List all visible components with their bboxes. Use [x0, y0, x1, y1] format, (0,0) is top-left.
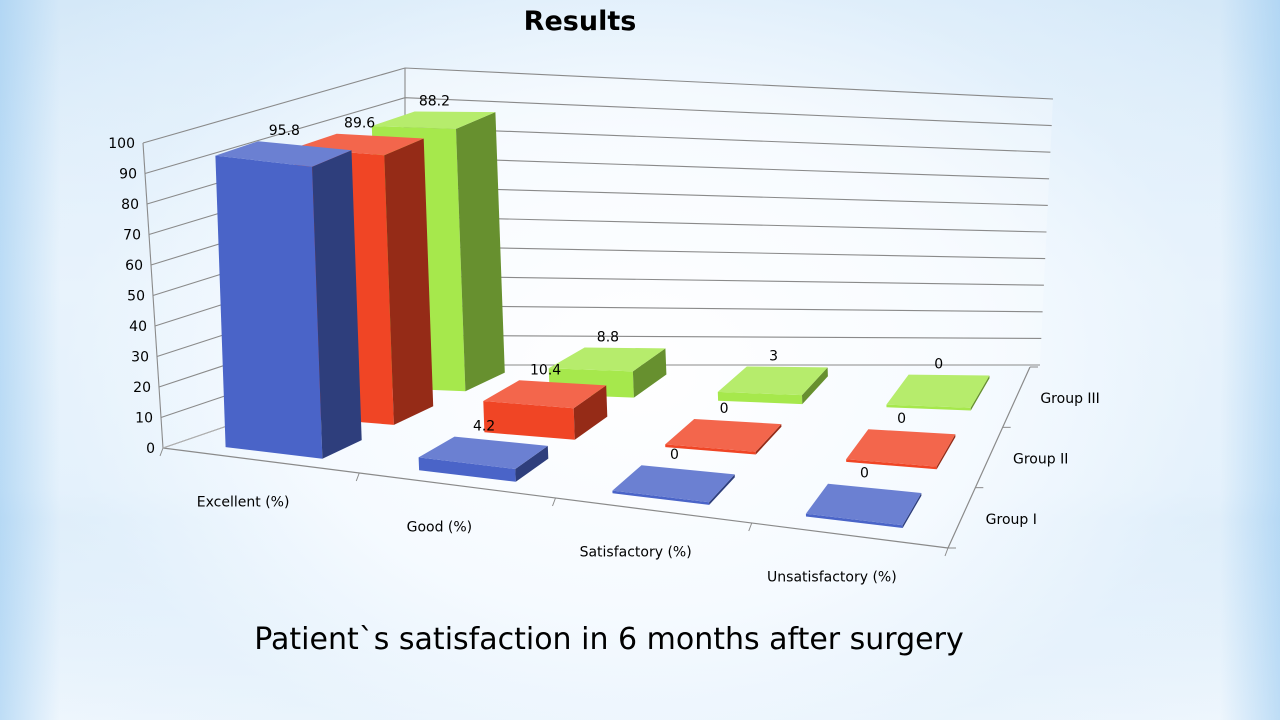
bar-group-i	[805, 483, 922, 528]
data-label: 3	[769, 349, 778, 365]
background-edge-right	[1220, 0, 1280, 720]
bar-front-face	[846, 459, 937, 470]
series-label: Group III	[1040, 391, 1099, 407]
x-tick-label: Satisfactory (%)	[580, 545, 692, 561]
back-wall-plane	[405, 68, 1053, 365]
bar-side-face	[456, 112, 505, 392]
x-tick-label: Good (%)	[407, 520, 473, 536]
slide-title: Results	[523, 6, 637, 37]
bar-top-face	[665, 419, 782, 452]
y-tick-label: 0	[146, 441, 155, 457]
bar-side-face	[312, 150, 362, 459]
bar-side-face	[755, 424, 782, 455]
y-tick-label: 20	[133, 380, 151, 396]
data-label: 0	[897, 411, 906, 427]
bar-top-face	[215, 141, 352, 167]
bar-front-face	[483, 401, 575, 440]
data-label: 0	[860, 466, 869, 482]
slide-caption: Patient`s satisfaction in 6 months after…	[254, 622, 964, 657]
bar-top-face	[717, 366, 828, 396]
data-labels: 88.2 8.8 3 0 89.6 10.4 0 0 95.8 4.2 0 0	[269, 93, 944, 481]
depth-axis-line	[947, 366, 1031, 549]
y-tick-label: 100	[108, 136, 135, 152]
bar-front-face	[805, 513, 903, 528]
y-tick-label: 50	[127, 289, 145, 305]
bar-group-i	[612, 465, 735, 505]
bar-top-face	[886, 374, 990, 408]
x-tick	[748, 522, 753, 532]
bar-top-face	[805, 483, 922, 526]
data-label: 4.2	[473, 419, 495, 435]
y-tick-label: 60	[125, 258, 143, 274]
bar-side-face	[632, 348, 667, 398]
bar-front-face	[665, 444, 756, 455]
data-label: 0	[934, 357, 943, 373]
bar-group-iii	[886, 374, 990, 411]
x-tick-label: Unsatisfactory (%)	[767, 570, 897, 586]
x-tick	[944, 547, 949, 557]
bar-side-face	[970, 375, 990, 411]
data-label: 88.2	[419, 93, 450, 109]
bar-front-face	[886, 404, 971, 411]
x-tick	[159, 447, 164, 457]
bar-front-face	[612, 490, 710, 505]
y-tick-label: 90	[119, 167, 137, 183]
bar-side-face	[802, 367, 828, 405]
bar-front-face	[418, 457, 516, 482]
series-label: Group I	[986, 512, 1037, 528]
data-label: 89.6	[344, 116, 375, 132]
bar-group-ii	[665, 419, 782, 455]
y-tick-label: 10	[135, 411, 153, 427]
x-tick	[355, 472, 360, 482]
x-tick-label: Excellent (%)	[197, 495, 290, 511]
bar-front-face	[215, 155, 323, 459]
data-label: 0	[670, 447, 679, 463]
x-tick	[552, 497, 556, 507]
bar-side-face	[936, 434, 956, 470]
bar-front-face	[717, 391, 803, 405]
bars	[215, 111, 990, 528]
data-label: 8.8	[597, 330, 619, 346]
bar-top-face	[548, 347, 666, 372]
bar-top-face	[418, 436, 548, 469]
y-tick-label: 70	[123, 228, 141, 244]
bar-group-i	[418, 436, 549, 482]
data-label: 10.4	[530, 362, 561, 378]
background-edge-left	[0, 0, 60, 720]
bar-group-iii	[548, 347, 667, 398]
bar-group-i	[215, 141, 362, 459]
bar-top-face	[371, 111, 496, 129]
bar-group-ii	[846, 429, 956, 470]
data-label: 95.8	[269, 123, 300, 139]
data-label: 0	[720, 401, 729, 417]
bar-group-iii	[717, 366, 828, 405]
bar-side-face	[384, 138, 434, 425]
bar-side-face	[709, 474, 735, 505]
bar-side-face	[902, 493, 922, 528]
y-tick-label: 80	[121, 197, 139, 213]
bar-side-face	[515, 445, 549, 482]
bar-side-face	[573, 385, 608, 440]
y-tick-label: 40	[129, 319, 147, 335]
y-tick-label: 30	[131, 350, 149, 366]
bar-top-face	[483, 380, 607, 409]
bar-top-face	[612, 465, 735, 503]
y-axis-line	[142, 142, 164, 449]
bar-group-ii	[483, 380, 608, 440]
series-label: Group II	[1013, 452, 1068, 468]
back-wall	[405, 68, 1053, 365]
bar-top-face	[846, 429, 956, 467]
